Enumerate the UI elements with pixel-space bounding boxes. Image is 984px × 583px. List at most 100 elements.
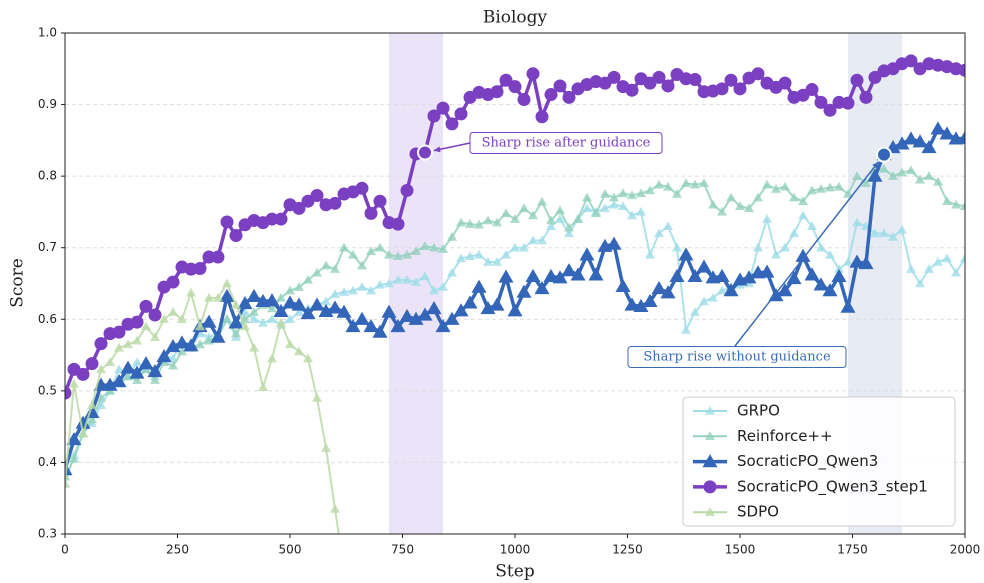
point [391,217,405,231]
point [220,215,234,229]
point [490,85,504,99]
annotation-point [417,144,433,161]
x-tick-label: 1500 [725,543,756,557]
point [411,246,421,256]
point [912,134,928,148]
point [555,205,565,215]
point [132,375,142,384]
point [492,257,502,266]
point [65,478,70,488]
point [102,377,118,391]
point [436,101,450,115]
point [771,184,781,193]
point [177,314,187,324]
annotation-text: Sharp rise after guidance [482,136,651,151]
point [591,208,601,218]
arrow-head [872,161,879,169]
point [96,364,106,374]
point [75,415,91,429]
point [627,190,637,200]
point [303,274,313,284]
point [825,182,835,192]
point [960,253,965,263]
point [150,375,160,384]
point [447,267,457,277]
point [267,314,277,324]
point [517,93,531,107]
point [618,201,628,210]
point [454,107,468,121]
point [786,270,802,285]
plot-area [65,54,965,574]
point [600,189,610,198]
point [141,321,151,331]
point [240,321,250,331]
point [798,196,808,205]
point [76,367,90,381]
point [399,308,415,323]
point [426,301,442,315]
point [213,292,223,302]
point [456,253,466,263]
point [364,206,378,220]
point [852,217,862,227]
point [780,242,790,252]
point [111,374,127,388]
point [210,329,226,343]
point [544,88,558,102]
point [663,221,673,230]
point [148,308,162,322]
point [867,168,883,182]
point [231,299,241,309]
point [336,304,352,318]
x-tick-label: 1000 [500,543,531,557]
point [465,219,475,228]
point [813,277,829,291]
point [357,260,367,270]
point [615,278,631,292]
point [624,297,640,311]
point [537,196,547,206]
point [65,386,72,400]
point [87,414,97,424]
legend-marker [703,480,717,494]
point [708,199,718,209]
point [897,224,907,234]
point [903,131,919,145]
x-tick-label: 250 [166,543,189,557]
point [958,63,965,77]
point [717,206,727,216]
point [780,181,790,191]
point [645,185,655,195]
point [879,228,889,238]
point [139,299,153,313]
point [735,201,745,210]
point [816,184,826,193]
y-tick-label: 0.9 [38,97,57,111]
point [600,203,610,213]
point [861,178,871,188]
y-tick-label: 0.7 [38,240,57,254]
point [384,278,394,288]
point [573,214,583,223]
point [186,287,196,297]
point [915,174,925,184]
point [825,249,835,259]
point [183,338,199,352]
point [840,299,856,313]
point [483,257,493,266]
point [112,325,126,339]
point [516,284,532,298]
point [633,298,649,313]
point [384,249,394,259]
point [132,357,142,366]
point [618,188,628,198]
point [526,67,540,81]
point [951,199,961,209]
point [339,565,349,574]
y-tick-label: 0.5 [38,383,57,397]
point [420,241,430,251]
point [201,314,217,328]
point [843,189,853,198]
point [951,267,961,277]
